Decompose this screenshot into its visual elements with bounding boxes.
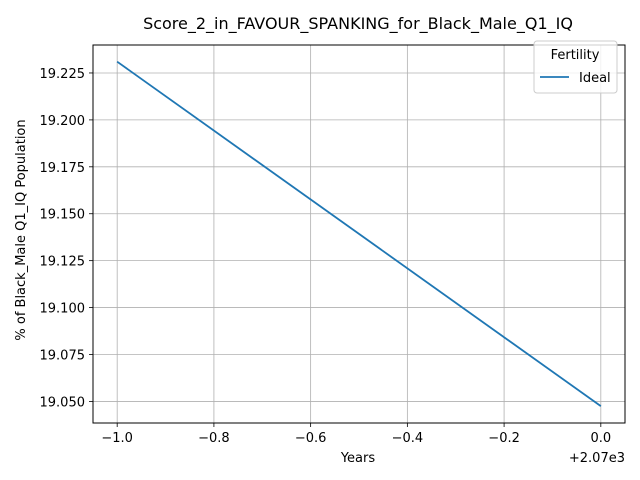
x-axis-label: Years bbox=[340, 451, 376, 466]
y-tick-label: 19.125 bbox=[40, 255, 86, 270]
x-tick-label: −1.0 bbox=[101, 431, 133, 446]
y-tick-label: 19.200 bbox=[40, 114, 86, 129]
y-tick-label: 19.225 bbox=[40, 67, 86, 82]
y-tick-label: 19.100 bbox=[40, 302, 86, 317]
legend-box bbox=[533, 40, 618, 94]
y-tick-label: 19.175 bbox=[40, 161, 86, 176]
y-tick-label: 19.075 bbox=[40, 348, 86, 363]
series-line-ideal bbox=[116, 60, 602, 407]
y-axis-label: % of Black_Male Q1_IQ Population bbox=[14, 119, 29, 340]
x-axis-ticks: −1.0 −0.8 −0.6 −0.4 −0.2 0.0 bbox=[101, 423, 611, 446]
x-tick-label: −0.6 bbox=[295, 431, 327, 446]
plot-area-frame bbox=[92, 44, 626, 424]
x-tick-label: −0.8 bbox=[198, 431, 230, 446]
x-tick-label: 0.0 bbox=[590, 431, 611, 446]
y-tick-label: 19.050 bbox=[40, 395, 86, 410]
legend-title: Fertility bbox=[551, 48, 600, 63]
y-tick-label: 19.150 bbox=[40, 208, 86, 223]
x-tick-label: −0.2 bbox=[488, 431, 520, 446]
legend: Fertility Ideal bbox=[533, 40, 618, 94]
y-axis-ticks: 19.050 19.075 19.100 19.125 19.150 19.175 19.2… bbox=[40, 67, 93, 410]
chart-title: Score_2_in_FAVOUR_SPANKING_for_Black_Mal… bbox=[143, 14, 573, 34]
x-axis-offset-label: +2.07e3 bbox=[569, 451, 625, 466]
legend-label-ideal: Ideal bbox=[579, 71, 611, 86]
x-tick-label: −0.4 bbox=[392, 431, 424, 446]
series-lines bbox=[116, 60, 602, 407]
